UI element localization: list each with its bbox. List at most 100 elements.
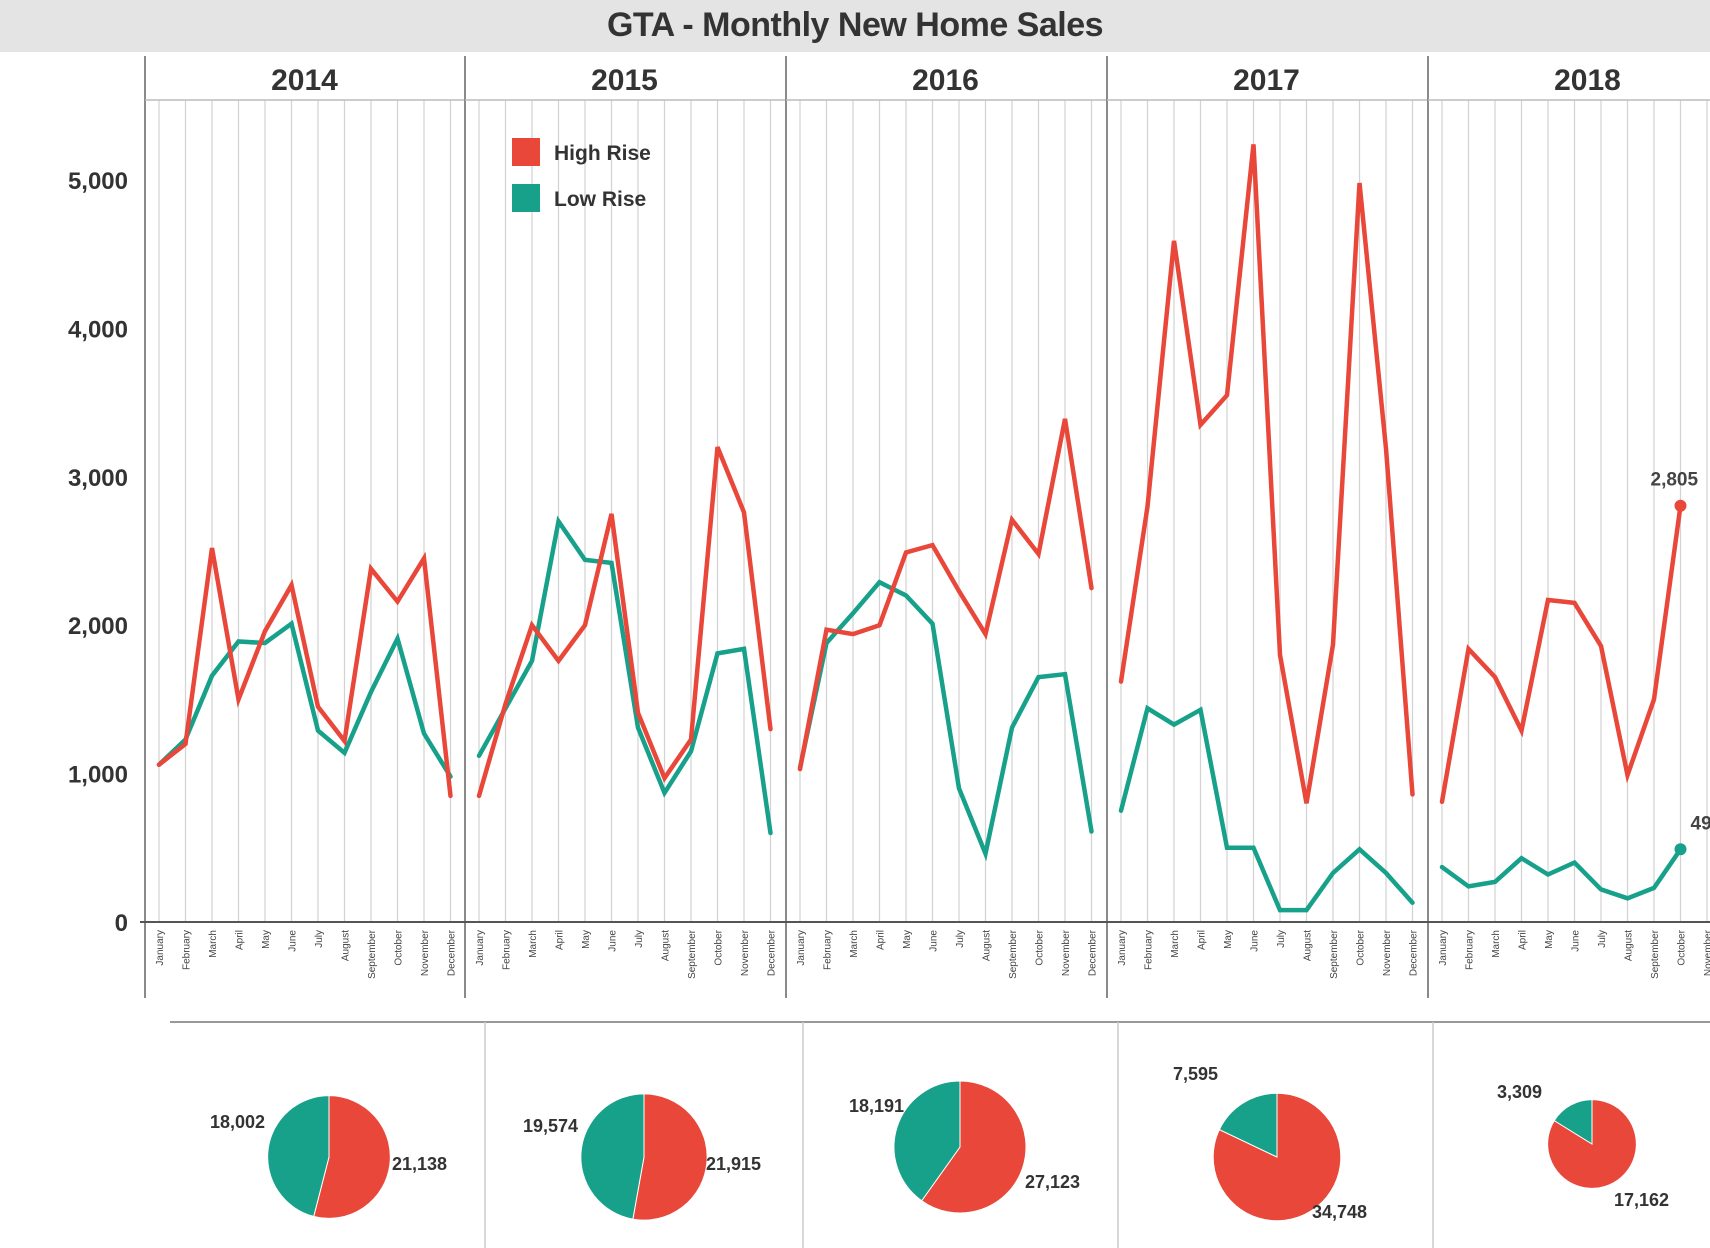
y-tick-label: 1,000: [68, 762, 128, 789]
high-rise-line-2015: [476, 446, 773, 799]
month-tick-label: August: [982, 930, 993, 961]
month-tick-label: October: [1677, 929, 1688, 965]
legend-swatch-low-rise: [512, 184, 540, 212]
chart-title: GTA - Monthly New Home Sales: [606, 6, 1104, 44]
year-header-2015: 2015: [591, 64, 658, 97]
month-tick-label: June: [1250, 930, 1261, 952]
pie-label-low-rise-2016: 18,191: [849, 1096, 904, 1116]
high-rise-line-2014: [156, 547, 453, 799]
year-header-2017: 2017: [1233, 64, 1300, 97]
month-tick-label: June: [288, 930, 299, 952]
month-tick-label: July: [1597, 930, 1608, 948]
y-tick-label: 0: [115, 910, 128, 937]
month-tick-label: September: [1329, 929, 1340, 979]
low-rise-line-2015: [476, 515, 773, 836]
year-header-2014: 2014: [271, 64, 338, 97]
month-tick-label: March: [208, 930, 219, 958]
month-tick-label: September: [687, 929, 698, 979]
month-tick-label: March: [1491, 930, 1502, 958]
month-tick-label: May: [581, 930, 592, 949]
month-tick-label: November: [1382, 929, 1393, 976]
month-tick-label: October: [394, 929, 405, 965]
month-tick-label: February: [182, 930, 193, 970]
high-rise-line-2017: [1118, 144, 1415, 804]
high-rise-end-marker: [1674, 499, 1687, 512]
month-tick-label: September: [1008, 929, 1019, 979]
pie-label-high-rise-2014: 21,138: [392, 1154, 447, 1174]
month-tick-label: April: [1197, 930, 1208, 950]
month-tick-label: November: [1061, 929, 1072, 976]
month-tick-label: April: [876, 930, 887, 950]
low-rise-line-2016: [797, 579, 1094, 862]
month-tick-label: August: [661, 930, 672, 961]
month-tick-label: July: [634, 930, 645, 948]
month-tick-label: October: [714, 929, 725, 965]
month-tick-label: February: [1144, 930, 1155, 970]
pie-label-low-rise-2015: 19,574: [523, 1116, 578, 1136]
month-tick-label: March: [528, 930, 539, 958]
pie-label-low-rise-2017: 7,595: [1173, 1064, 1218, 1084]
month-tick-label: January: [475, 930, 486, 966]
month-tick-label: August: [1624, 930, 1635, 961]
pie-slice-high-rise-2015: [632, 1093, 708, 1221]
month-tick-label: July: [1276, 930, 1287, 948]
pie-slice-high-rise-2016: [920, 1080, 1027, 1214]
month-tick-label: June: [929, 930, 940, 952]
month-tick-label: February: [823, 930, 834, 970]
month-tick-label: April: [235, 930, 246, 950]
month-tick-label: March: [849, 930, 860, 958]
year-header-2016: 2016: [912, 64, 979, 97]
low-rise-line-2017: [1118, 704, 1415, 913]
pie-slice-high-rise-2014: [313, 1095, 391, 1219]
month-tick-label: May: [1223, 930, 1234, 949]
high-rise-end-label: 2,805: [1651, 470, 1699, 491]
month-tick-label: December: [1088, 929, 1099, 976]
month-tick-label: December: [767, 929, 778, 976]
pie-slice-low-rise-2015: [580, 1093, 645, 1220]
month-tick-label: November: [420, 929, 431, 976]
month-tick-label: February: [502, 930, 513, 970]
month-tick-label: May: [1544, 930, 1555, 949]
pie-label-high-rise-2017: 34,748: [1312, 1202, 1367, 1222]
pie-label-low-rise-2014: 18,002: [210, 1112, 265, 1132]
pie-slice-low-rise-2014: [267, 1095, 330, 1218]
month-tick-label: December: [1409, 929, 1420, 976]
month-tick-label: August: [1303, 930, 1314, 961]
month-tick-label: November: [740, 929, 751, 976]
low-rise-line-2014: [156, 619, 453, 779]
month-tick-label: December: [447, 929, 458, 976]
high-rise-line-2016: [797, 418, 1094, 772]
low-rise-line-2018: [1439, 847, 1683, 901]
month-tick-label: January: [155, 930, 166, 966]
year-header-2018: 2018: [1554, 64, 1621, 97]
low-rise-end-marker: [1674, 843, 1687, 856]
legend-label-high-rise: High Rise: [554, 142, 651, 165]
month-tick-label: May: [902, 930, 913, 949]
pie-label-high-rise-2018: 17,162: [1614, 1190, 1669, 1210]
y-tick-label: 5,000: [68, 168, 128, 195]
pie-label-high-rise-2015: 21,915: [706, 1154, 761, 1174]
high-rise-line-2018: [1439, 503, 1683, 805]
y-tick-label: 2,000: [68, 613, 128, 640]
month-tick-label: January: [796, 930, 807, 966]
month-tick-label: August: [341, 930, 352, 961]
legend-swatch-high-rise: [512, 138, 540, 166]
month-tick-label: April: [1518, 930, 1529, 950]
month-tick-label: June: [1571, 930, 1582, 952]
month-tick-label: October: [1356, 929, 1367, 965]
month-tick-label: January: [1438, 930, 1449, 966]
month-tick-label: January: [1117, 930, 1128, 966]
title-bar: [0, 0, 1710, 52]
pie-label-high-rise-2016: 27,123: [1025, 1172, 1080, 1192]
month-tick-label: June: [608, 930, 619, 952]
month-tick-label: July: [955, 930, 966, 948]
month-tick-label: February: [1465, 930, 1476, 970]
pie-slice-low-rise-2017: [1218, 1092, 1278, 1158]
month-tick-label: September: [367, 929, 378, 979]
legend: High Rise Low Rise: [512, 138, 651, 212]
month-tick-label: November: [1703, 929, 1710, 976]
month-tick-label: October: [1035, 929, 1046, 965]
month-tick-label: July: [314, 930, 325, 948]
legend-label-low-rise: Low Rise: [554, 188, 646, 211]
